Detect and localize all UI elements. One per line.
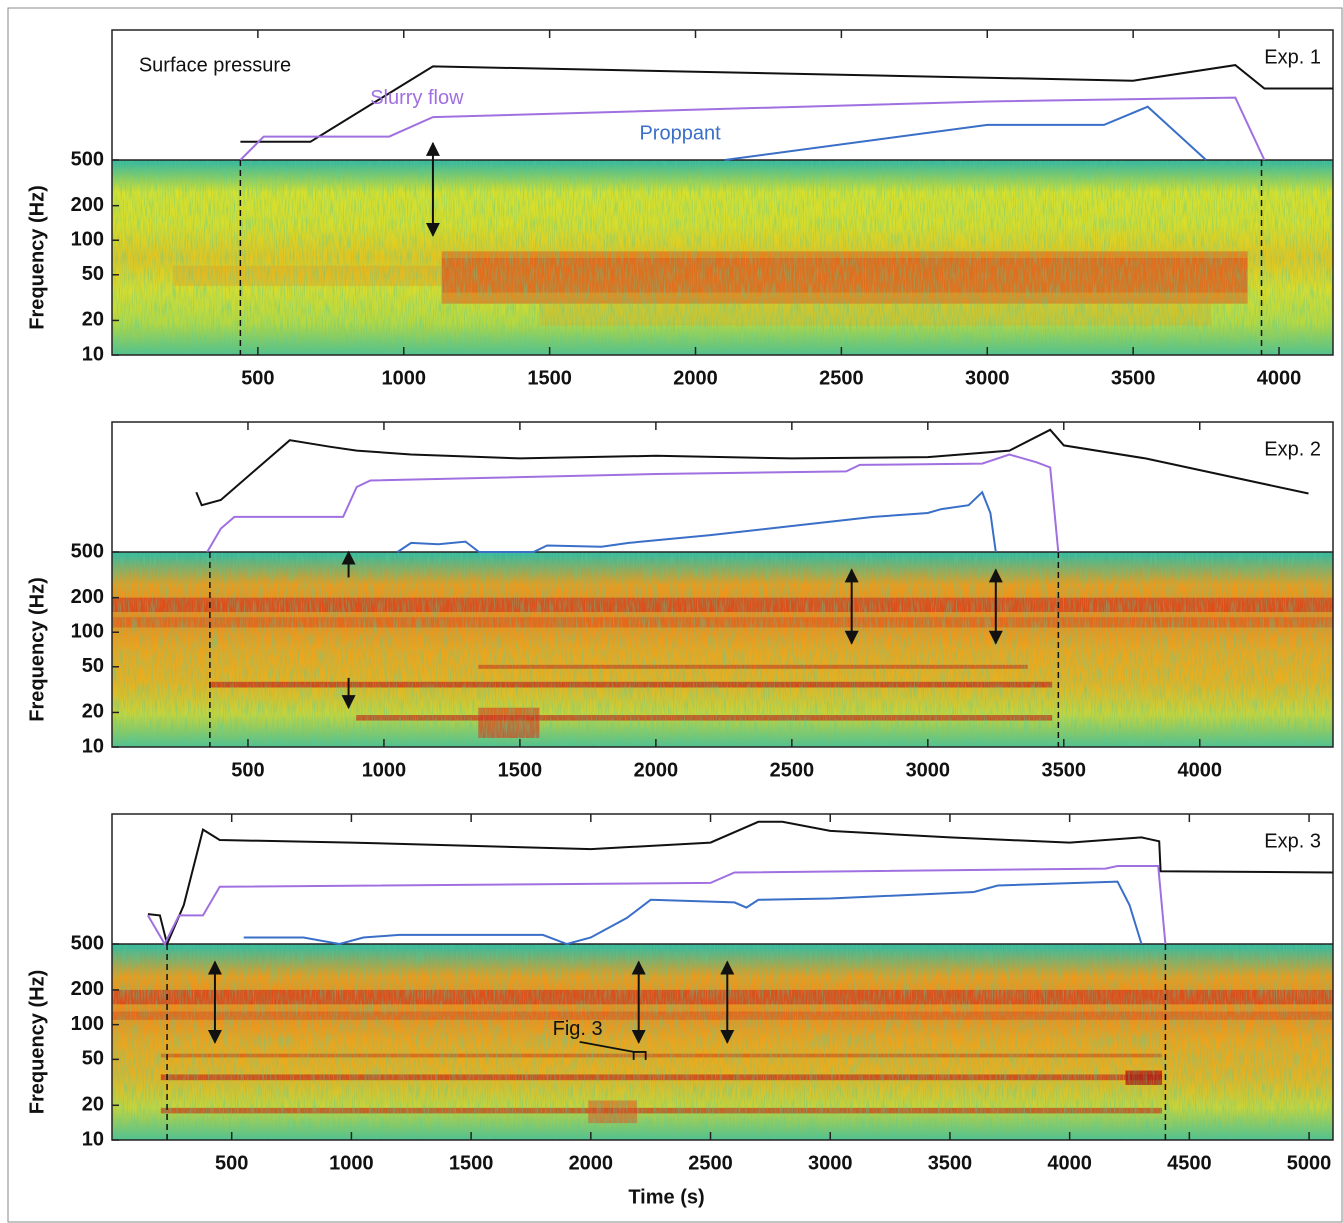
x-tick-label: 3500 xyxy=(928,1152,973,1174)
note: Fig. 3 xyxy=(553,1018,603,1040)
series-label: Slurry flow xyxy=(370,87,464,109)
series-line xyxy=(724,105,1207,161)
series-line xyxy=(195,428,1309,507)
spectrogram-noise xyxy=(112,160,1333,355)
x-tick-label: 3000 xyxy=(906,759,951,781)
x-tick-label: 3500 xyxy=(1111,367,1156,389)
series-line xyxy=(147,865,1167,947)
f-tick-label: 10 xyxy=(82,1128,104,1150)
x-tick-label: 2000 xyxy=(673,367,718,389)
f-tick-label: 100 xyxy=(71,621,104,643)
f-tick-label: 20 xyxy=(82,1094,104,1116)
f-tick-label: 100 xyxy=(71,229,104,251)
x-tick-label: 3500 xyxy=(1042,759,1087,781)
x-tick-label: 3000 xyxy=(965,367,1010,389)
y-axis-label: Frequency (Hz) xyxy=(26,970,48,1114)
x-tick-label: 1000 xyxy=(362,759,407,781)
spectrogram-noise xyxy=(112,552,1333,747)
x-tick-label: 2000 xyxy=(569,1152,614,1174)
panel-label: Exp. 2 xyxy=(1264,438,1321,460)
x-tick-label: 4000 xyxy=(1257,367,1302,389)
x-tick-label: 1000 xyxy=(329,1152,374,1174)
x-tick-label: 1500 xyxy=(449,1152,494,1174)
x-tick-label: 1000 xyxy=(382,367,427,389)
series-line xyxy=(396,490,997,553)
f-tick-label: 10 xyxy=(82,343,104,365)
f-tick-label: 20 xyxy=(82,701,104,723)
f-tick-label: 500 xyxy=(71,932,104,954)
f-tick-label: 200 xyxy=(71,586,104,608)
panel-label: Exp. 3 xyxy=(1264,830,1321,852)
x-tick-label: 2000 xyxy=(634,759,679,781)
y-axis-label: Frequency (Hz) xyxy=(26,577,48,721)
frame xyxy=(7,7,1343,1223)
y-axis-label: Frequency (Hz) xyxy=(26,185,48,329)
x-tick-label: 2500 xyxy=(819,367,864,389)
f-tick-label: 200 xyxy=(71,194,104,216)
x-tick-label: 500 xyxy=(215,1152,248,1174)
x-tick-label: 2500 xyxy=(688,1152,733,1174)
series-line xyxy=(239,96,1266,161)
series-line xyxy=(243,880,1143,946)
f-tick-label: 10 xyxy=(82,735,104,757)
x-tick-label: 4000 xyxy=(1047,1152,1092,1174)
x-tick-label: 1500 xyxy=(527,367,572,389)
plot-frame xyxy=(111,421,1334,748)
plot-frame xyxy=(111,813,1334,1141)
f-tick-label: 500 xyxy=(71,148,104,170)
f-tick-label: 100 xyxy=(71,1013,104,1035)
x-tick-label: 5000 xyxy=(1287,1152,1332,1174)
series-line xyxy=(147,820,1334,948)
x-tick-label: 2500 xyxy=(770,759,815,781)
f-tick-label: 20 xyxy=(82,309,104,331)
series-label: Proppant xyxy=(639,122,721,144)
series-line xyxy=(240,64,1333,143)
x-tick-label: 1500 xyxy=(498,759,543,781)
f-tick-label: 50 xyxy=(82,1048,104,1070)
x-tick-label: 3000 xyxy=(808,1152,853,1174)
panel-label: Exp. 1 xyxy=(1264,46,1321,68)
f-tick-label: 50 xyxy=(82,263,104,285)
x-tick-label: 500 xyxy=(231,759,264,781)
f-tick-label: 50 xyxy=(82,655,104,677)
x-axis-label: Time (s) xyxy=(628,1186,704,1208)
series-line xyxy=(206,453,1060,553)
x-tick-label: 4000 xyxy=(1178,759,1223,781)
f-tick-label: 500 xyxy=(71,540,104,562)
x-tick-label: 4500 xyxy=(1167,1152,1212,1174)
x-tick-label: 500 xyxy=(241,367,274,389)
f-tick-label: 200 xyxy=(71,978,104,1000)
note-pointer xyxy=(579,1041,647,1060)
spectrogram-noise xyxy=(112,944,1333,1140)
series-label: Surface pressure xyxy=(139,55,291,77)
plot-frame xyxy=(111,29,1334,356)
